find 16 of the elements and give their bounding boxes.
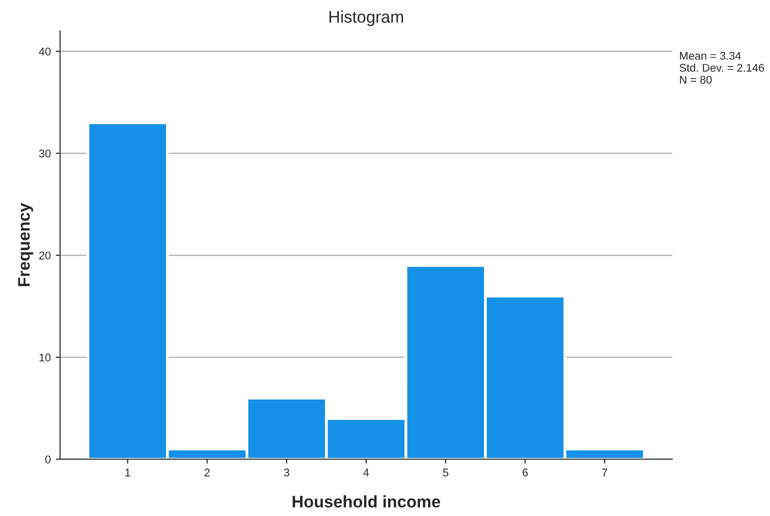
y-tick-label: 30 [39, 150, 51, 158]
x-tick-label: 4 [363, 468, 369, 476]
x-tick-label: 7 [602, 468, 608, 476]
x-tick-label: 6 [522, 468, 528, 476]
x-tick-label: 5 [442, 468, 448, 476]
y-tick-label: 40 [38, 48, 51, 56]
x-tick-label: 3 [284, 468, 290, 476]
y-axis-title: Frequency [18, 203, 34, 286]
chart-title: Histogram [330, 10, 404, 26]
x-tick-label: 2 [204, 468, 210, 476]
x-axis-title: Household income [292, 495, 440, 508]
y-tick-label: 0 [45, 456, 51, 464]
y-tick-label: 20 [39, 252, 51, 260]
text: Mean = 3.34 Std. Dev. = 2.146 N = 80 [680, 52, 764, 84]
y-tick-label: 10 [40, 354, 51, 362]
x-tick-label: 1 [125, 468, 130, 476]
